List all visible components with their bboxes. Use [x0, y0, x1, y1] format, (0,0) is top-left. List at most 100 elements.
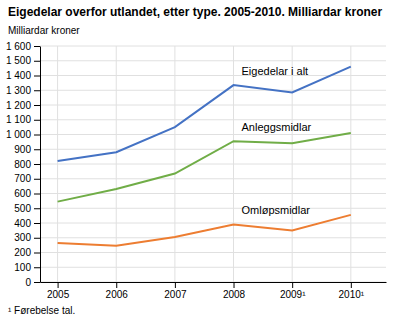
x-tick-label: 2007 [164, 289, 187, 300]
grid [40, 46, 386, 282]
y-axis-line [40, 47, 41, 283]
y-tick-mark [34, 149, 40, 150]
y-tick-mark [34, 135, 40, 136]
grid-line-y [40, 75, 386, 76]
y-tick-mark [34, 282, 40, 283]
grid-line-y [40, 164, 386, 165]
series-label: Anleggsmidlar [242, 121, 312, 133]
x-tick-mark [175, 282, 176, 288]
x-tick-label: 2008 [223, 289, 246, 300]
grid-line-x [350, 46, 351, 282]
y-tick-mark [34, 120, 40, 121]
chart: Eigedelar overfor utlandet, etter type. … [0, 0, 400, 320]
y-tick-mark [34, 208, 40, 209]
grid-line-x [57, 46, 58, 282]
y-tick-mark [34, 194, 40, 195]
y-tick: 1 400 [6, 70, 40, 81]
grid-line-y [40, 267, 386, 268]
y-tick: 1 000 [6, 129, 40, 140]
x-tick-mark [351, 282, 352, 288]
y-tick: 1 300 [6, 85, 40, 96]
x-tick: 2010¹ [339, 282, 365, 300]
grid-line-x [292, 46, 293, 282]
y-tick: 1 100 [6, 114, 40, 125]
series-labels: Eigedelar i alt Anleggsmidlar Omløpsmidlar [242, 65, 312, 216]
y-tick-label: 1 600 [6, 41, 31, 52]
y-tick: 800 [14, 159, 40, 170]
x-tick: 2005 [47, 282, 70, 300]
y-axis-label: Milliardar kroner [8, 25, 80, 36]
grid-line-y [40, 119, 386, 120]
x-tick: 2008 [223, 282, 246, 300]
x-axis-line [41, 282, 387, 283]
y-tick: 200 [14, 247, 40, 258]
grid-line-y [40, 223, 386, 224]
y-tick-mark [34, 253, 40, 254]
plot: 2005 2006 2007 2008 2009¹ 2010¹ 0 100 200 300 400 5… [6, 41, 387, 300]
x-tick-label: 2009¹ [280, 289, 306, 300]
grid-line-y [40, 60, 386, 61]
y-tick-label: 1 300 [6, 85, 31, 96]
x-tick-mark [58, 282, 59, 288]
y-tick-mark [34, 105, 40, 106]
y-tick-label: 1 500 [6, 55, 31, 66]
y-tick-label: 200 [14, 247, 31, 258]
y-tick-label: 600 [14, 188, 31, 199]
x-tick: 2009¹ [280, 282, 306, 300]
x-axis: 2005 2006 2007 2008 2009¹ 2010¹ [41, 282, 387, 300]
y-tick: 100 [14, 262, 40, 273]
series-label: Omløpsmidlar [242, 204, 311, 216]
y-tick: 500 [14, 203, 40, 214]
y-tick-mark [34, 61, 40, 62]
grid-line-y [40, 237, 386, 238]
y-tick-mark [34, 223, 40, 224]
y-tick-label: 1 200 [6, 100, 31, 111]
grid-line-y [40, 105, 386, 106]
y-tick: 300 [14, 232, 40, 243]
y-tick-label: 900 [14, 144, 31, 155]
y-tick-mark [34, 267, 40, 268]
grid-line-y [40, 134, 386, 135]
grid-line-y [40, 149, 386, 150]
series-line [58, 133, 351, 202]
series-label: Eigedelar i alt [242, 65, 309, 77]
series-group [58, 67, 351, 246]
y-tick-label: 300 [14, 232, 31, 243]
grid-line-y [40, 178, 386, 179]
grid-line-y [40, 252, 386, 253]
grid-line-x [233, 46, 234, 282]
title: Eigedelar overfor utlandet, etter type. … [8, 5, 382, 19]
y-tick-mark [34, 46, 40, 47]
title-line: Eigedelar overfor utlandet, etter type. … [8, 5, 382, 19]
y-tick: 400 [14, 218, 40, 229]
grid-line-x [174, 46, 175, 282]
y-tick-label: 500 [14, 203, 31, 214]
y-tick-label: 1 400 [6, 70, 31, 81]
y-tick-label: 1 100 [6, 114, 31, 125]
series-line [58, 67, 351, 161]
x-tick-label: 2006 [106, 289, 129, 300]
x-tick: 2006 [106, 282, 129, 300]
x-tick-mark [292, 282, 293, 288]
y-tick-label: 400 [14, 218, 31, 229]
y-tick-mark [34, 238, 40, 239]
x-tick-mark [234, 282, 235, 288]
grid-line-y [40, 46, 386, 47]
y-tick: 1 200 [6, 100, 40, 111]
y-axis: 0 100 200 300 400 500 600 700 800 900 1 000 1 100 1 … [6, 41, 41, 288]
y-tick-label: 1 000 [6, 129, 31, 140]
x-tick: 2007 [164, 282, 187, 300]
y-tick: 700 [14, 173, 40, 184]
y-tick-label: 800 [14, 159, 31, 170]
y-tick: 0 [25, 277, 40, 288]
y-tick: 600 [14, 188, 40, 199]
y-tick-mark [34, 164, 40, 165]
y-tick-label: 700 [14, 173, 31, 184]
x-tick-label: 2010¹ [339, 289, 365, 300]
footnote: ¹ Førebelse tal. [8, 305, 75, 316]
x-tick-label: 2005 [47, 289, 70, 300]
series-line [58, 215, 351, 246]
y-tick-mark [34, 90, 40, 91]
y-tick-mark [34, 76, 40, 77]
y-tick-label: 0 [25, 277, 31, 288]
